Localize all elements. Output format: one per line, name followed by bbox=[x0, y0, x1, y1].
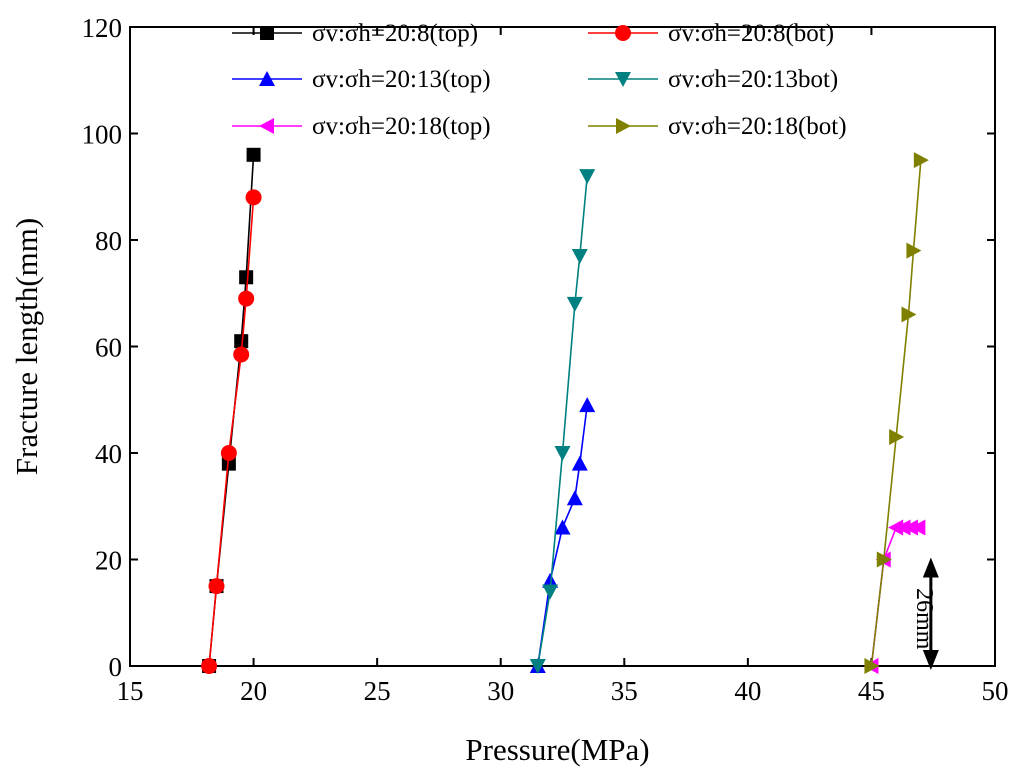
x-tick-label: 30 bbox=[487, 676, 514, 706]
axes: 15 20 25 30 35 40 45 50 0 20 40 60 80 100 120 Pressure(… bbox=[9, 13, 1009, 767]
data-point bbox=[901, 306, 917, 323]
legend-marker bbox=[615, 72, 631, 87]
data-point bbox=[208, 578, 225, 595]
series-line bbox=[208, 197, 255, 667]
data-point bbox=[542, 584, 559, 600]
legend-marker bbox=[259, 71, 275, 86]
legend-marker bbox=[260, 26, 274, 40]
legend-marker bbox=[615, 25, 631, 41]
data-point bbox=[246, 147, 261, 162]
data-point bbox=[579, 397, 596, 413]
data-point bbox=[913, 152, 929, 169]
data-point bbox=[233, 346, 250, 363]
y-tick-label: 100 bbox=[82, 120, 123, 150]
legend-marker bbox=[259, 118, 274, 134]
legend-label: σv:σh=20:8(top) bbox=[312, 20, 478, 47]
y-tick-label: 80 bbox=[95, 226, 122, 256]
x-tick-label: 25 bbox=[364, 676, 391, 706]
legend-item-1: σv:σh=20:8(bot) bbox=[588, 20, 834, 47]
data-point bbox=[201, 658, 218, 674]
x-tick-label: 40 bbox=[734, 676, 761, 706]
series-layer bbox=[201, 147, 929, 674]
series-1 bbox=[201, 189, 262, 674]
legend-label: σv:σh=20:18(top) bbox=[312, 113, 491, 140]
y-tick-label: 120 bbox=[82, 13, 123, 43]
data-point bbox=[566, 490, 583, 506]
series-line bbox=[870, 160, 922, 667]
arrow-head-up bbox=[922, 557, 939, 578]
data-point bbox=[910, 519, 926, 536]
legend-marker bbox=[616, 118, 631, 134]
data-point bbox=[579, 169, 596, 185]
data-point bbox=[864, 658, 880, 674]
y-tick-label: 40 bbox=[95, 439, 122, 469]
data-point bbox=[529, 659, 546, 674]
data-point bbox=[234, 334, 249, 349]
series-3 bbox=[529, 169, 596, 674]
data-point bbox=[571, 248, 588, 264]
data-point bbox=[571, 455, 588, 471]
arrow-head-down bbox=[922, 650, 939, 670]
legend-label: σv:σh=20:13bot) bbox=[668, 66, 838, 93]
data-point bbox=[876, 551, 892, 568]
legend-item-2: σv:σh=20:13(top) bbox=[232, 66, 491, 93]
y-tick-label: 20 bbox=[95, 546, 122, 576]
data-point bbox=[554, 519, 571, 535]
series-5 bbox=[864, 152, 929, 674]
legend-label: σv:σh=20:13(top) bbox=[312, 66, 491, 93]
y-axis-title: Fracture length(mm) bbox=[9, 218, 44, 475]
legend: σv:σh=20:8(top) σv:σh=20:8(bot) σv:σh=20:1… bbox=[232, 20, 847, 140]
x-tick-label: 45 bbox=[858, 676, 885, 706]
x-tick-label: 35 bbox=[611, 676, 638, 706]
annotation-layer: 26mm bbox=[911, 557, 939, 670]
data-point bbox=[220, 445, 237, 461]
legend-item-5: σv:σh=20:18(bot) bbox=[588, 113, 847, 140]
data-point bbox=[542, 572, 559, 588]
legend-label: σv:σh=20:18(bot) bbox=[668, 113, 847, 140]
legend-item-3: σv:σh=20:13bot) bbox=[588, 66, 838, 93]
data-point bbox=[239, 270, 254, 285]
data-point bbox=[889, 429, 905, 446]
x-tick-label: 50 bbox=[982, 676, 1009, 706]
legend-item-4: σv:σh=20:18(top) bbox=[232, 113, 491, 140]
series-line bbox=[536, 176, 589, 667]
y-tick-label: 60 bbox=[95, 333, 122, 363]
x-tick-label: 15 bbox=[117, 676, 144, 706]
data-point bbox=[566, 296, 583, 312]
data-point bbox=[554, 446, 571, 461]
data-point bbox=[245, 189, 262, 206]
annotation-arrow: 26mm bbox=[911, 557, 939, 670]
series-2 bbox=[529, 397, 596, 673]
plot-frame bbox=[129, 26, 996, 667]
annotation-label: 26mm bbox=[911, 588, 937, 650]
data-point bbox=[238, 290, 255, 307]
legend-item-0: σv:σh=20:8(top) bbox=[232, 20, 478, 47]
x-tick-label: 20 bbox=[240, 676, 267, 706]
data-point bbox=[906, 242, 922, 259]
y-tick-label: 0 bbox=[109, 652, 123, 682]
x-axis-title: Pressure(MPa) bbox=[465, 732, 649, 767]
legend-label: σv:σh=20:8(bot) bbox=[668, 20, 834, 47]
